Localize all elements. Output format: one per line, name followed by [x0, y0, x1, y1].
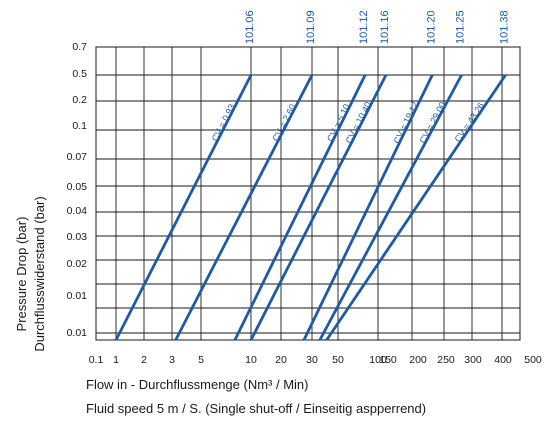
x-tick-label: 50 — [332, 354, 344, 366]
y-axis-title-line1: Pressure Drop (bar) — [14, 217, 29, 332]
series-line-101-25 — [318, 74, 463, 341]
x-tick-label: 100 — [369, 354, 387, 366]
y-tick-label: 0.07 — [67, 151, 88, 163]
series-name-label: 101.16 — [379, 10, 391, 44]
x-tick-label: 400 — [494, 354, 512, 366]
y-tick-label: 0.5 — [72, 68, 87, 80]
series-line-101-09 — [174, 74, 314, 341]
x-tick-label: 200 — [409, 354, 427, 366]
series-name-label: 101.06 — [244, 10, 256, 44]
plot-frame — [95, 46, 521, 341]
cv-label: CV = 19.12 — [392, 100, 421, 145]
series-name-label: 101.25 — [455, 10, 467, 44]
x-tick-label: 5 — [198, 354, 204, 366]
x-tick-label: 150 — [379, 354, 397, 366]
x-tick-label: 10 — [245, 354, 257, 366]
y-tick-label: 0.01 — [67, 290, 88, 302]
y-axis-title-line2: Durchflusswiderstand (bar) — [32, 196, 47, 351]
series-name-label: 101.09 — [305, 10, 317, 44]
x-tick-label: 20 — [275, 354, 287, 366]
series-line-101-12 — [233, 74, 367, 341]
series-line-101-38 — [325, 74, 507, 341]
y-tick-label: 0.05 — [67, 181, 88, 193]
x-axis-title: Flow in - Durchflussmenge (Nm³ / Min) — [86, 377, 309, 392]
x-tick-label: 300 — [464, 354, 482, 366]
footnote: Fluid speed 5 m / S. (Single shut-off / … — [86, 401, 426, 416]
cv-label: CV = 29.00 — [417, 100, 447, 145]
series-labels: 101.06 CV = 0.93 101.09 CV = 2.60 101.12 CV =… — [210, 10, 511, 145]
y-tick-label: 0.7 — [72, 41, 87, 53]
series-name-label: 101.38 — [499, 10, 511, 44]
y-tick-label: 0.1 — [72, 120, 87, 132]
series-line-101-16 — [249, 74, 388, 341]
cv-label: CV = 0.93 — [210, 102, 237, 142]
y-tick-label: 0.2 — [72, 94, 87, 106]
x-tick-label: 500 — [524, 354, 542, 366]
series-line-101-06 — [114, 74, 253, 341]
series-line-101-20 — [302, 74, 434, 341]
cv-label: CV = 2.60 — [270, 102, 297, 142]
x-tick-label: 250 — [437, 354, 455, 366]
x-tick-label: 3 — [169, 354, 175, 366]
series-lines — [114, 74, 507, 341]
y-tick-label: 0.04 — [67, 205, 88, 217]
x-tick-label: 30 — [306, 354, 318, 366]
x-tick-label: 2 — [141, 354, 147, 366]
cv-label: CV = 43.26 — [452, 101, 486, 144]
x-tick-label: 1 — [113, 354, 119, 366]
series-name-label: 101.20 — [425, 10, 437, 44]
x-tick-label: 0.1 — [89, 354, 104, 366]
series-name-label: 101.12 — [358, 10, 370, 44]
y-tick-label: 0.02 — [67, 258, 88, 270]
y-tick-label: 0.03 — [67, 231, 88, 243]
y-tick-label: 0.01 — [67, 327, 88, 339]
